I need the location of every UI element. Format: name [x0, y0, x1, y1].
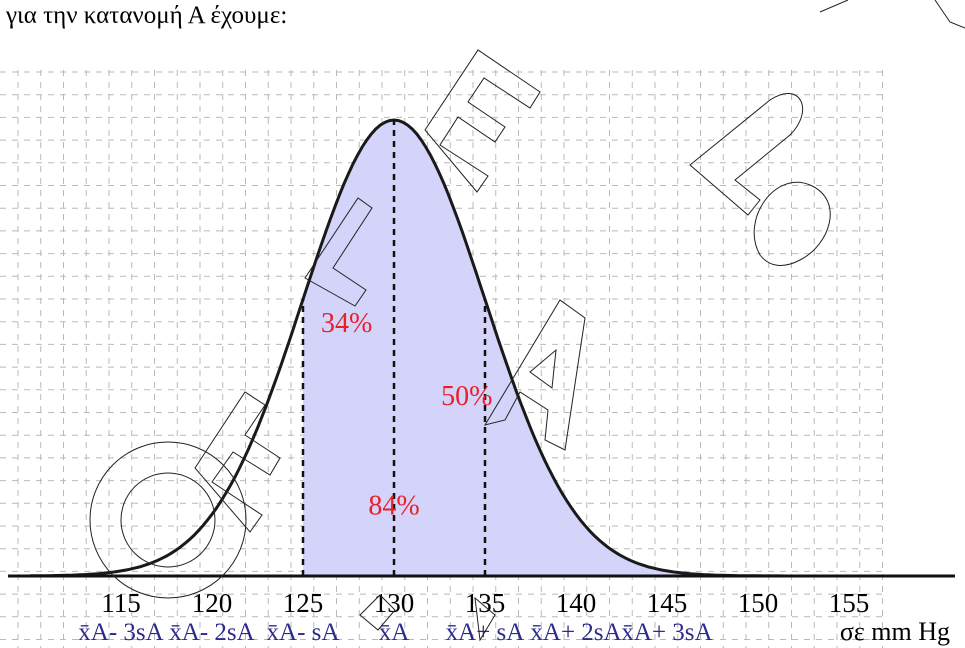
vertical-dashed-lines — [301, 120, 487, 576]
percent-label: 84% — [368, 490, 419, 521]
x-tick-label: 135 — [465, 588, 506, 618]
x-tick-label: 155 — [829, 588, 870, 618]
percent-label: 34% — [321, 308, 372, 339]
normal-curve — [30, 118, 795, 578]
x-tick-labels: 115 120 125 130 135 140 145 150 155 — [101, 588, 869, 618]
percent-labels: 34% 50% 84% — [321, 308, 492, 521]
shaded-area — [303, 120, 704, 576]
x-tick-label: 125 — [283, 588, 324, 618]
percent-label: 50% — [441, 381, 492, 412]
x-tick-label: 130 — [374, 588, 415, 618]
sigma-label: x̄A+ 2sA — [530, 619, 621, 646]
x-tick-label: 115 — [101, 588, 141, 618]
sigma-label: x̄A+ 3sA — [621, 619, 712, 646]
sigma-label: x̄A- 3sA — [78, 619, 163, 646]
x-tick-label: 140 — [556, 588, 597, 618]
x-tick-label: 150 — [738, 588, 779, 618]
sigma-label: x̄A- sA — [267, 619, 340, 646]
x-axis-label: σε mm Hg — [840, 617, 950, 646]
sigma-labels: x̄A- 3sA x̄A- 2sA x̄A- sA x̄A x̄A+ sA x̄A+ 2s… — [78, 619, 712, 646]
sigma-label: x̄A- 2sA — [169, 619, 254, 646]
intro-text: για την κατανομή Α έχουμε: — [6, 2, 288, 29]
x-tick-label: 120 — [192, 588, 233, 618]
watermark-logo — [89, 0, 965, 642]
x-tick-label: 145 — [647, 588, 688, 618]
